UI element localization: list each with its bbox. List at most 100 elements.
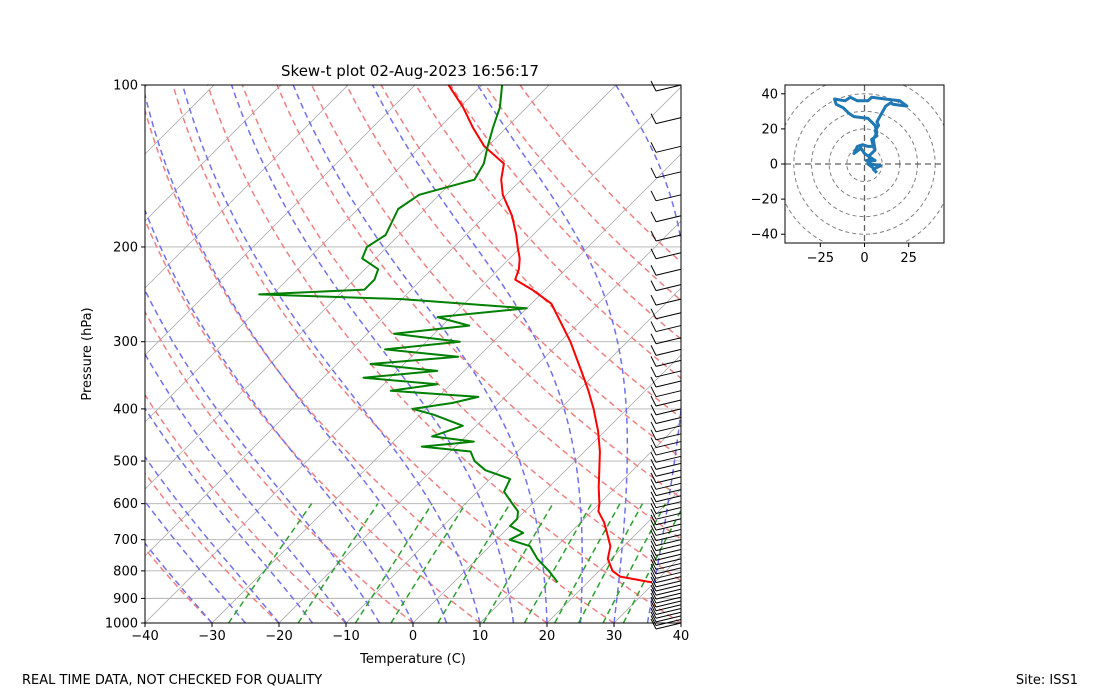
wind-barb-shaft (655, 534, 682, 542)
wind-barb-flag (650, 459, 657, 470)
hodograph-y-tick-label: 40 (761, 87, 778, 102)
wind-barb-shaft (655, 608, 682, 616)
wind-barb-flag (650, 604, 657, 615)
mixing-ratio-line (390, 503, 467, 623)
wind-barb-shaft (655, 399, 682, 407)
temperature-profile-line (447, 85, 652, 584)
isotherm-line (479, 421, 681, 623)
dewpoint-profile-line (258, 85, 559, 583)
moist-adiabat-line (230, 85, 515, 623)
wind-barb-flag (650, 485, 657, 496)
wind-barb-flag (650, 608, 657, 619)
wind-barb-flag (650, 80, 657, 92)
wind-barb-shaft (655, 615, 682, 623)
wind-barb-shaft (655, 234, 682, 242)
wind-barb-flag (650, 530, 657, 541)
wind-barb-flag (650, 600, 657, 612)
chart-title: Skew-t plot 02-Aug-2023 16:56:17 (281, 62, 539, 80)
wind-barb-flag (650, 465, 657, 477)
wind-barb-flag (650, 264, 657, 276)
hodograph-y-tick-label: −40 (751, 228, 778, 243)
x-tick-label: 40 (673, 629, 690, 644)
wind-barb-flag (650, 248, 657, 259)
wind-barb-flag (650, 559, 657, 570)
mixing-ratio-line (482, 503, 554, 623)
x-tick-label: 0 (409, 629, 417, 644)
wind-barb-shaft (655, 171, 682, 179)
wind-barb-shaft (655, 539, 682, 547)
wind-barb-flag (650, 472, 657, 484)
wind-barb-shaft (655, 284, 682, 292)
wind-barb-shaft (655, 417, 682, 424)
wind-barb-flag (650, 308, 657, 319)
isotherm-line (0, 85, 13, 623)
isotherm-line (278, 220, 681, 623)
wind-barb-flag (650, 588, 657, 600)
wind-barb-shaft (655, 600, 682, 608)
isotherm-line (145, 86, 681, 623)
hodograph-x-tick-label: −25 (807, 251, 834, 266)
dry-adiabat-line (449, 85, 681, 341)
hodograph-y-ticks: 40 20 0 −20 −40 (751, 87, 785, 243)
wind-barb-flag (650, 618, 657, 630)
moist-adiabat-line (477, 85, 629, 623)
moist-adiabat-line (145, 91, 448, 623)
wind-barb-flag (650, 568, 657, 579)
x-tick-label: −40 (131, 629, 158, 644)
wind-barb-shaft (655, 611, 682, 619)
hodograph-rings (785, 85, 944, 243)
wind-barb-flag (650, 444, 657, 456)
sounding-series (258, 85, 652, 584)
y-tick-label: 100 (113, 79, 138, 94)
wind-barb-shaft (655, 576, 682, 584)
hodograph-line (833, 95, 909, 174)
hodograph-x-ticks: −25 0 25 (807, 243, 917, 266)
wind-barb-shaft (655, 462, 682, 470)
mixing-ratio-line (354, 503, 433, 623)
wind-barb-flag (650, 503, 657, 514)
y-tick-label: 800 (113, 564, 138, 579)
wind-barb-flag (650, 366, 657, 378)
moist-adiabat-line (615, 85, 681, 623)
wind-barb-shaft (655, 571, 682, 579)
wind-barb-flag (650, 211, 657, 222)
isotherm-line (145, 85, 617, 557)
wind-barb-flag (650, 549, 657, 561)
dry-adiabat-line (145, 218, 481, 623)
wind-barb-shaft (655, 588, 682, 596)
y-axis-ticks: 100 200 300 400 500 600 700 800 900 1000 (105, 79, 145, 632)
moist-adiabat-line (181, 85, 481, 623)
wind-barb-shaft (655, 618, 682, 626)
wind-barb-shaft (655, 544, 682, 552)
wind-barb-flag (650, 429, 657, 441)
wind-barb-shaft (655, 501, 682, 509)
wind-barb-shaft (655, 84, 682, 92)
wind-barb-shaft (655, 622, 682, 630)
hodograph: −25 0 25 40 20 0 −20 −40 (751, 84, 945, 266)
dry-adiabat-line (172, 85, 615, 623)
isotherm-line (145, 85, 416, 356)
y-tick-label: 400 (113, 402, 138, 417)
wind-barb-shaft (655, 268, 682, 276)
wind-barb-flag (650, 376, 657, 388)
dry-adiabat-line (311, 85, 681, 499)
wind-barb-flag (650, 563, 657, 575)
wind-barb-flag (650, 294, 657, 306)
y-tick-label: 500 (113, 455, 138, 470)
wind-barb-flag (650, 479, 657, 490)
wind-barb-flag (650, 321, 657, 332)
moist-adiabat-line (145, 542, 213, 623)
wind-barb-flag (650, 491, 657, 502)
wind-barb-flag (650, 576, 657, 588)
wind-barb-flag (650, 421, 657, 433)
wind-barb-flag (650, 540, 657, 551)
wind-barb-shaft (655, 528, 682, 536)
wind-barb-shaft (655, 567, 682, 575)
isotherm-line (0, 85, 80, 623)
wind-barb-shaft (655, 604, 682, 612)
dry-adiabat-line (145, 310, 414, 623)
wind-barb-flag (650, 395, 657, 407)
wind-barb-flag (650, 535, 657, 546)
wind-barb-shaft (655, 337, 682, 345)
